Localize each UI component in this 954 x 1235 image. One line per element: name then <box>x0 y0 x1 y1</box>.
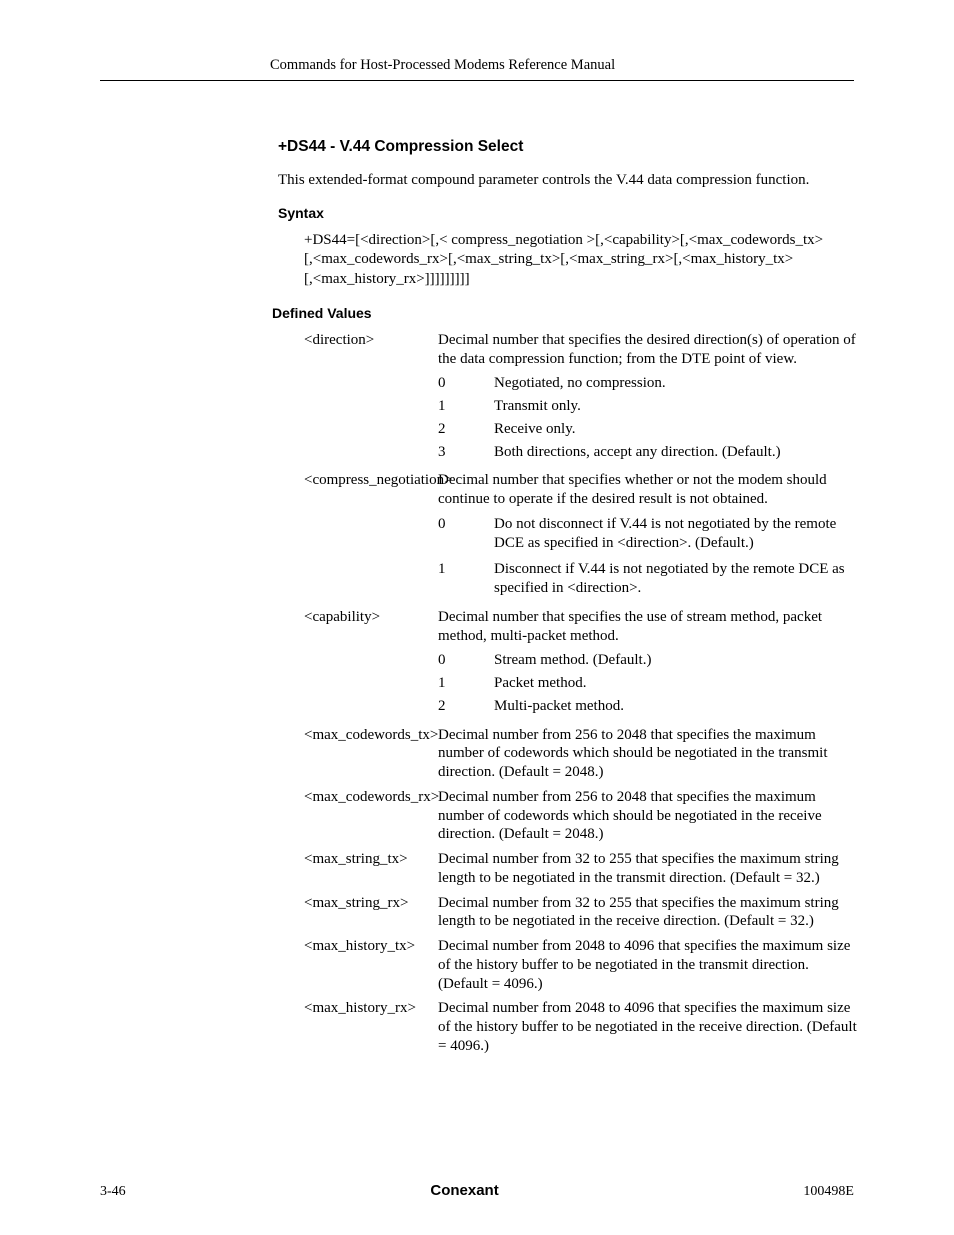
param-desc: Decimal number that specifies the use of… <box>438 608 858 646</box>
defined-values-heading: Defined Values <box>272 305 858 323</box>
page-footer: 3-46 Conexant 100498E <box>100 1182 854 1201</box>
param-desc: Decimal number from 256 to 2048 that spe… <box>438 726 858 782</box>
command-title: +DS44 - V.44 Compression Select <box>278 137 858 156</box>
footer-doc-id: 100498E <box>803 1183 854 1201</box>
option-value: Negotiated, no compression. <box>494 374 858 393</box>
option-key: 0 <box>438 374 494 393</box>
param-desc: Decimal number that specifies the desire… <box>438 331 858 369</box>
syntax-heading: Syntax <box>278 205 858 223</box>
param-name: <max_history_rx> <box>278 999 438 1018</box>
content-block: +DS44 - V.44 Compression Select This ext… <box>278 137 858 1055</box>
option-key: 0 <box>438 515 494 534</box>
syntax-line: [,<max_codewords_rx>[,<max_string_tx>[,<… <box>304 250 858 270</box>
option-value: Disconnect if V.44 is not negotiated by … <box>494 560 858 598</box>
running-head: Commands for Host-Processed Modems Refer… <box>270 56 854 74</box>
param-name: <compress_negotiation> <box>278 471 438 490</box>
option-key: 0 <box>438 651 494 670</box>
option-value: Do not disconnect if V.44 is not negotia… <box>494 515 858 553</box>
param-name: <max_codewords_tx> <box>278 726 438 745</box>
param-desc: Decimal number from 2048 to 4096 that sp… <box>438 937 858 993</box>
option-value: Transmit only. <box>494 397 858 416</box>
param-option: 0Negotiated, no compression. 1Transmit o… <box>278 374 858 465</box>
param-row-max-string-tx: <max_string_tx> Decimal number from 32 t… <box>278 850 858 888</box>
param-desc: Decimal number from 2048 to 4096 that sp… <box>438 999 858 1055</box>
syntax-block: +DS44=[<direction>[,< compress_negotiati… <box>304 231 858 290</box>
param-row-max-history-tx: <max_history_tx> Decimal number from 204… <box>278 937 858 993</box>
syntax-line: [,<max_history_rx>]]]]]]]]] <box>304 270 858 290</box>
option-value: Packet method. <box>494 674 858 693</box>
param-row-max-history-rx: <max_history_rx> Decimal number from 204… <box>278 999 858 1055</box>
param-name: <max_string_rx> <box>278 894 438 913</box>
option-value: Both directions, accept any direction. (… <box>494 443 858 462</box>
param-row-max-codewords-rx: <max_codewords_rx> Decimal number from 2… <box>278 788 858 844</box>
footer-brand: Conexant <box>430 1182 498 1201</box>
param-desc: Decimal number from 256 to 2048 that spe… <box>438 788 858 844</box>
page: Commands for Host-Processed Modems Refer… <box>0 0 954 1235</box>
param-name: <direction> <box>278 331 438 350</box>
option-key: 2 <box>438 420 494 439</box>
syntax-line: +DS44=[<direction>[,< compress_negotiati… <box>304 231 858 251</box>
param-name: <max_codewords_rx> <box>278 788 438 807</box>
param-row-max-codewords-tx: <max_codewords_tx> Decimal number from 2… <box>278 726 858 782</box>
command-intro: This extended-format compound parameter … <box>278 171 858 190</box>
option-key: 3 <box>438 443 494 462</box>
param-name: <max_string_tx> <box>278 850 438 869</box>
header-rule <box>100 80 854 81</box>
param-row-direction: <direction> Decimal number that specifie… <box>278 331 858 369</box>
param-row-capability: <capability> Decimal number that specifi… <box>278 608 858 646</box>
param-option: 0Do not disconnect if V.44 is not negoti… <box>278 515 858 602</box>
option-key: 2 <box>438 697 494 716</box>
option-key: 1 <box>438 397 494 416</box>
param-desc: Decimal number that specifies whether or… <box>438 471 858 509</box>
param-name: <capability> <box>278 608 438 627</box>
option-value: Stream method. (Default.) <box>494 651 858 670</box>
defined-values: <direction> Decimal number that specifie… <box>278 331 858 1056</box>
option-key: 1 <box>438 560 494 579</box>
footer-page-number: 3-46 <box>100 1183 126 1201</box>
param-desc: Decimal number from 32 to 255 that speci… <box>438 850 858 888</box>
param-desc: Decimal number from 32 to 255 that speci… <box>438 894 858 932</box>
param-row-compress-negotiation: <compress_negotiation> Decimal number th… <box>278 471 858 509</box>
option-value: Multi-packet method. <box>494 697 858 716</box>
option-key: 1 <box>438 674 494 693</box>
param-name: <max_history_tx> <box>278 937 438 956</box>
param-row-max-string-rx: <max_string_rx> Decimal number from 32 t… <box>278 894 858 932</box>
option-value: Receive only. <box>494 420 858 439</box>
param-option: 0Stream method. (Default.) 1Packet metho… <box>278 651 858 719</box>
